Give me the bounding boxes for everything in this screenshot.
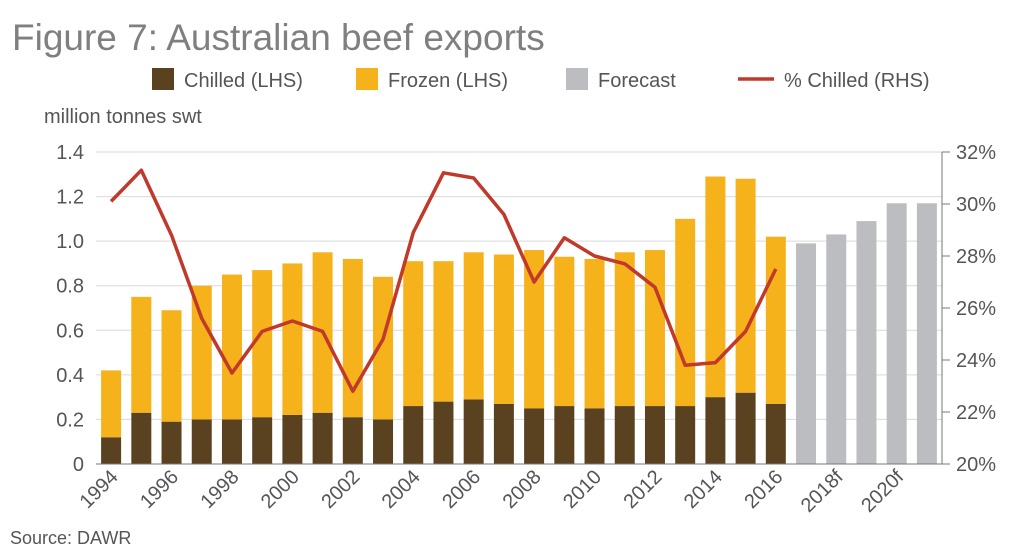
bar-frozen-2008 — [524, 250, 545, 409]
y-tick-label: 0.6 — [56, 320, 84, 342]
y-tick-label: 1.0 — [56, 231, 84, 253]
bar-chilled-1998 — [221, 419, 242, 464]
source-note: Source: DAWR — [10, 528, 131, 548]
bar-frozen-2015 — [735, 178, 756, 393]
bar-frozen-1997 — [191, 285, 212, 420]
bar-chilled-1994 — [101, 437, 122, 464]
bar-chilled-2005 — [433, 401, 454, 464]
bar-frozen-1998 — [221, 274, 242, 420]
pct-chilled-line-group — [109, 168, 778, 393]
legend-swatch — [356, 68, 378, 90]
legend-swatch — [566, 68, 588, 90]
y2-tick-label: 32% — [956, 142, 996, 164]
bar-frozen-1994 — [101, 370, 122, 438]
y2-tick-label: 26% — [956, 298, 996, 320]
bar-frozen-1996 — [161, 310, 182, 422]
y-tick-label: 0.4 — [56, 365, 84, 387]
bar-chilled-2011 — [614, 406, 635, 464]
y-tick-label: 0.2 — [56, 409, 84, 431]
bar-forecast-2018f — [826, 234, 847, 464]
bar-chilled-2016 — [765, 403, 786, 464]
bar-frozen-2006 — [463, 252, 484, 400]
legend-label: Frozen (LHS) — [388, 70, 508, 92]
bar-chilled-1996 — [161, 421, 182, 464]
bar-chilled-2000 — [282, 414, 303, 464]
bar-chilled-2007 — [493, 403, 514, 464]
bar-frozen-2000 — [282, 263, 303, 415]
bar-frozen-2003 — [373, 276, 394, 420]
legend-label: Forecast — [598, 70, 676, 92]
x-tick-label: 2016 — [740, 466, 787, 513]
bar-frozen-2004 — [403, 261, 424, 407]
bar-forecast-2017f — [796, 243, 817, 464]
y-tick-label: 1.4 — [56, 142, 84, 164]
bar-chilled-2001 — [312, 412, 333, 464]
bar-frozen-2011 — [614, 252, 635, 407]
bar-forecast-2021f — [916, 203, 937, 464]
x-tick-label: 1996 — [136, 466, 183, 513]
bar-chilled-2012 — [644, 406, 665, 464]
pct-chilled-line — [109, 168, 778, 393]
x-tick-label: 2010 — [559, 466, 606, 513]
legend: Chilled (LHS) Frozen (LHS) Forecast % Chill… — [152, 68, 930, 92]
bar-frozen-1999 — [252, 270, 273, 418]
x-tick-label: 1998 — [196, 466, 243, 513]
bar-forecast-2020f — [886, 203, 907, 464]
bar-chilled-1995 — [131, 412, 152, 464]
bar-forecast-2019f — [856, 221, 877, 464]
bar-chilled-2013 — [675, 406, 696, 464]
bar-frozen-2013 — [675, 218, 696, 407]
bar-chilled-2003 — [373, 419, 394, 464]
bar-chilled-1999 — [252, 417, 273, 464]
x-tick-label: 2008 — [499, 466, 546, 513]
bar-chilled-2009 — [554, 406, 575, 464]
bar-chilled-1997 — [191, 419, 212, 464]
bar-frozen-1995 — [131, 296, 152, 413]
bar-frozen-2005 — [433, 261, 454, 402]
chart-title: Figure 7: Australian beef exports — [12, 17, 545, 58]
y2-tick-label: 22% — [956, 402, 996, 424]
x-tick-label: 2002 — [317, 466, 364, 513]
bar-frozen-2012 — [644, 250, 665, 407]
y2-tick-label: 28% — [956, 246, 996, 268]
x-tick-label: 2014 — [680, 466, 727, 513]
bar-frozen-2002 — [342, 258, 363, 418]
bar-frozen-2014 — [705, 176, 726, 398]
bar-chilled-2014 — [705, 397, 726, 464]
bar-chilled-2006 — [463, 399, 484, 464]
x-tick-label: 2020f — [857, 466, 908, 517]
legend-label: Chilled (LHS) — [184, 70, 303, 92]
y2-tick-label: 20% — [956, 454, 996, 476]
y2-tick-label: 24% — [956, 350, 996, 372]
bar-chilled-2010 — [584, 408, 605, 464]
bar-frozen-2010 — [584, 258, 605, 409]
y-axis-label: million tonnes swt — [44, 106, 202, 128]
bar-chilled-2002 — [342, 417, 363, 464]
y2-tick-label: 30% — [956, 194, 996, 216]
y-tick-label: 1.2 — [56, 187, 84, 209]
x-tick-label: 2000 — [257, 466, 304, 513]
bar-chilled-2008 — [524, 408, 545, 464]
x-tick-label: 2018f — [797, 466, 848, 517]
bar-frozen-2007 — [493, 254, 514, 404]
bar-frozen-2009 — [554, 256, 575, 407]
bars — [101, 176, 937, 464]
bar-chilled-2004 — [403, 406, 424, 464]
x-tick-label: 2012 — [619, 466, 666, 513]
legend-swatch — [152, 68, 174, 90]
legend-label: % Chilled (RHS) — [784, 70, 930, 92]
bar-frozen-2016 — [765, 236, 786, 404]
bar-chilled-2015 — [735, 392, 756, 464]
y-tick-label: 0.8 — [56, 276, 84, 298]
x-tick-label: 2006 — [438, 466, 485, 513]
x-tick-label: 2004 — [378, 466, 425, 513]
axes: 0 0.2 0.4 0.6 0.8 1.0 1.2 1.4 20% 22% 24% 26% 28% 30%… — [56, 142, 996, 517]
y-tick-label: 0 — [73, 454, 84, 476]
